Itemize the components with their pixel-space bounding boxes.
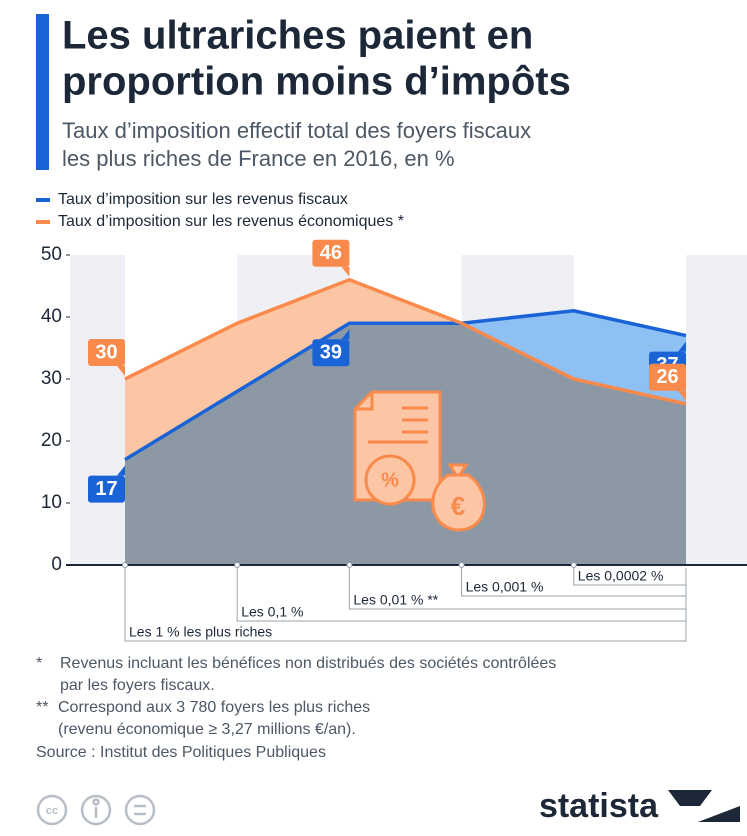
label-pointer bbox=[341, 266, 350, 277]
note-text: (revenu économique ≥ 3,27 millions €/an)… bbox=[58, 721, 356, 738]
note-marker: ** bbox=[36, 699, 48, 716]
legend-label: Taux d’imposition sur les revenus économ… bbox=[58, 213, 404, 230]
data-label: 17 bbox=[95, 478, 117, 500]
legend-swatch bbox=[36, 198, 50, 202]
x-tick-label: Les 0,0002 % bbox=[578, 568, 664, 584]
x-tick-label: Les 0,01 % ** bbox=[353, 592, 438, 608]
label-box bbox=[649, 363, 686, 391]
label-pointer bbox=[678, 390, 686, 401]
legend-swatch bbox=[36, 220, 50, 224]
svg-text:€: € bbox=[451, 491, 465, 521]
x-tick bbox=[458, 562, 465, 568]
cc-icons bbox=[36, 794, 156, 826]
x-tick-label: Les 1 % les plus riches bbox=[129, 624, 272, 640]
line bbox=[124, 309, 687, 462]
label-pointer bbox=[678, 341, 686, 352]
data-label: 39 bbox=[320, 341, 342, 363]
note-text: par les foyers fiscaux. bbox=[60, 677, 215, 694]
label-box bbox=[312, 339, 350, 367]
data-label: 26 bbox=[656, 366, 678, 388]
x-tick bbox=[346, 562, 353, 568]
y-tick-label: 40 bbox=[41, 306, 62, 327]
band bbox=[686, 255, 747, 565]
data-label: 30 bbox=[95, 341, 117, 363]
band bbox=[70, 255, 125, 565]
line bbox=[124, 277, 687, 406]
y-tick-label: 50 bbox=[41, 244, 62, 265]
legend-label: Taux d’imposition sur les revenus fiscau… bbox=[58, 191, 348, 208]
source: Source : Institut des Politiques Publiqu… bbox=[36, 744, 326, 761]
icon: % € bbox=[353, 390, 486, 532]
brand: statista bbox=[539, 787, 659, 825]
svg-text:%: % bbox=[381, 469, 399, 491]
x-tick bbox=[234, 562, 241, 568]
data-label: 46 bbox=[320, 242, 342, 264]
y-tick-label: 20 bbox=[41, 430, 62, 451]
note-text: Correspond aux 3 780 foyers les plus ric… bbox=[58, 699, 370, 716]
label-pointer bbox=[117, 465, 125, 476]
title: Les ultrariches paient en bbox=[62, 14, 533, 58]
y-tick-label: 30 bbox=[41, 368, 62, 389]
y-tick-label: 10 bbox=[41, 492, 62, 513]
label-box bbox=[312, 239, 350, 267]
x-tick bbox=[570, 562, 577, 568]
y-tick-label: 0 bbox=[51, 554, 62, 575]
brand-mark bbox=[668, 790, 740, 822]
label-box bbox=[88, 475, 125, 503]
label-box bbox=[88, 339, 125, 366]
bracket bbox=[573, 568, 687, 586]
title: proportion moins d’impôts bbox=[62, 60, 571, 104]
subtitle: les plus riches de France en 2016, en % bbox=[62, 146, 455, 171]
label-pointer bbox=[117, 366, 125, 376]
x-tick bbox=[122, 562, 128, 568]
note-text: Revenus incluant les bénéfices non distr… bbox=[60, 655, 556, 672]
subtitle: Taux d’imposition effectif total des foy… bbox=[62, 118, 531, 143]
note-marker: * bbox=[36, 655, 42, 672]
accent-bar bbox=[36, 14, 49, 170]
label-pointer bbox=[341, 329, 350, 340]
x-tick-label: Les 0,001 % bbox=[466, 579, 544, 595]
svg-text:cc: cc bbox=[46, 805, 58, 817]
x-tick-label: Les 0,1 % bbox=[241, 604, 303, 620]
